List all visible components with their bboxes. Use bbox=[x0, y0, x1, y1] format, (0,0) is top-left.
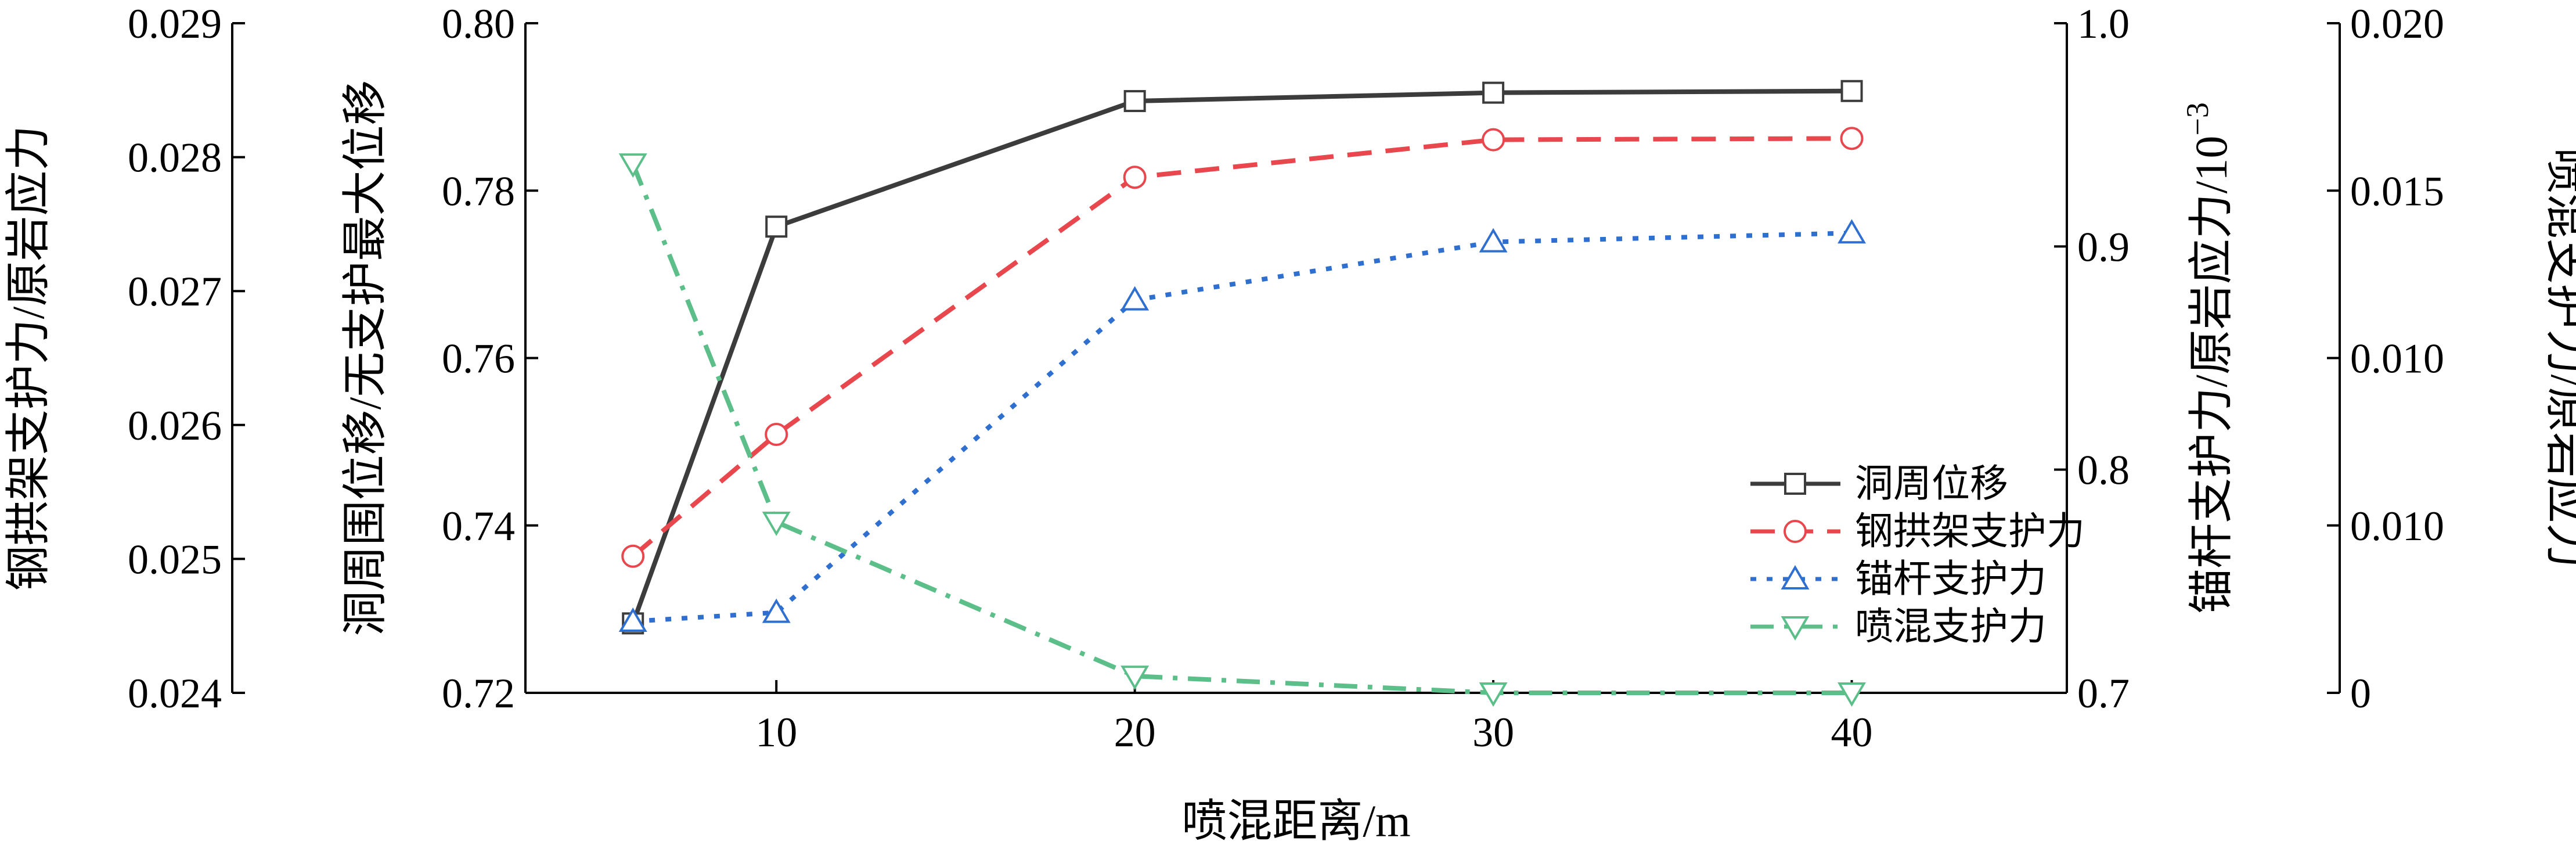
data-point bbox=[1482, 128, 1505, 152]
outer-right-tick-label: 0.015 bbox=[2350, 168, 2444, 214]
inner-right-tick-label: 0.8 bbox=[2077, 447, 2130, 494]
outer-left-tick-label: 0.028 bbox=[128, 135, 222, 181]
series-line bbox=[632, 231, 1852, 624]
outer-right-tick-label: 0.020 bbox=[2350, 1, 2444, 47]
legend-entry: 洞周位移 bbox=[1750, 463, 2008, 505]
data-point bbox=[1123, 90, 1146, 113]
series-2 bbox=[618, 219, 1867, 632]
data-point bbox=[1121, 286, 1150, 311]
series-line bbox=[631, 163, 1852, 695]
outer-right-tick-label: 0 bbox=[2350, 670, 2371, 717]
x-axis-title: 喷混距离/m bbox=[1181, 796, 1410, 845]
data-point bbox=[618, 607, 647, 632]
series-layer bbox=[618, 80, 1867, 707]
data-point bbox=[762, 511, 791, 536]
data-point bbox=[1121, 666, 1150, 691]
inner-right-tick-label: 0.7 bbox=[2077, 670, 2130, 717]
main-left-tick-label: 0.80 bbox=[442, 1, 515, 47]
series-line bbox=[631, 88, 1852, 624]
data-point bbox=[765, 215, 788, 238]
outer-left-tick-label: 0.027 bbox=[128, 268, 222, 315]
legend-marker bbox=[1784, 520, 1807, 543]
inner-right-axis-title: 锚杆支护力/原岩应力/10−3 bbox=[2180, 102, 2236, 614]
data-point bbox=[1840, 80, 1863, 102]
legend-label: 钢拱架支护力 bbox=[1855, 510, 2085, 553]
data-point bbox=[762, 598, 791, 623]
series-1 bbox=[621, 127, 1864, 568]
inner-right-axis-title-sup: −3 bbox=[2180, 102, 2215, 135]
data-point bbox=[1838, 219, 1867, 244]
outer-right-tick-label: 0.010 bbox=[2350, 503, 2444, 549]
data-point bbox=[1482, 81, 1505, 104]
x-tick-label: 20 bbox=[1114, 709, 1156, 756]
legend-label: 洞周位移 bbox=[1855, 463, 2008, 505]
legend-label: 锚杆支护力 bbox=[1855, 558, 2047, 601]
data-point bbox=[1479, 682, 1508, 707]
inner-right-tick-label: 0.9 bbox=[2077, 224, 2130, 270]
data-point bbox=[1479, 228, 1508, 253]
data-point bbox=[1123, 166, 1147, 189]
data-point bbox=[1838, 682, 1867, 707]
data-point bbox=[618, 153, 647, 178]
legend-entry: 喷混支护力 bbox=[1750, 606, 2047, 648]
data-point bbox=[1840, 127, 1864, 150]
main-left-tick-label: 0.72 bbox=[442, 670, 515, 717]
outer-right-axis-title: 喷混支护力/原岩应力 bbox=[2542, 148, 2576, 569]
outer-left-axis-title: 钢拱架支护力/原岩应力 bbox=[3, 125, 53, 591]
series-line bbox=[631, 136, 1852, 558]
legend-marker bbox=[1784, 473, 1806, 495]
outer-left-tick-label: 0.024 bbox=[128, 670, 222, 717]
main-left-axis-title: 洞周围位移/无支护最大位移 bbox=[340, 80, 390, 637]
legend-entry: 锚杆支护力 bbox=[1750, 558, 2047, 601]
outer-left-tick-label: 0.026 bbox=[128, 402, 222, 449]
legend-marker bbox=[1781, 616, 1810, 641]
outer-left-tick-label: 0.029 bbox=[128, 1, 222, 47]
data-point bbox=[621, 544, 645, 568]
main-left-tick-label: 0.74 bbox=[442, 503, 515, 549]
x-tick-label: 10 bbox=[755, 709, 797, 756]
data-point bbox=[765, 422, 788, 446]
main-left-tick-label: 0.76 bbox=[442, 336, 515, 382]
x-tick-label: 30 bbox=[1472, 709, 1514, 756]
outer-left-tick-label: 0.025 bbox=[128, 536, 222, 582]
inner-right-axis-title-main: 锚杆支护力/原岩应力/10 bbox=[2186, 136, 2236, 614]
x-tick-label: 40 bbox=[1831, 709, 1873, 756]
axes-layer: 10 20 30 40 喷混距离/m 0.024 0.025 0.026 0.027 0.028 0… bbox=[3, 1, 2576, 845]
legend-entry: 钢拱架支护力 bbox=[1750, 510, 2085, 553]
legend-label: 喷混支护力 bbox=[1855, 606, 2047, 648]
series-3 bbox=[618, 153, 1867, 707]
legend-marker bbox=[1781, 565, 1810, 589]
inner-right-tick-label: 1.0 bbox=[2077, 1, 2130, 47]
main-left-tick-label: 0.78 bbox=[442, 168, 515, 214]
inner-right-axis-title-group: 锚杆支护力/原岩应力/10−3 bbox=[2180, 102, 2236, 614]
outer-right-tick-label: 0.010 bbox=[2350, 336, 2444, 382]
